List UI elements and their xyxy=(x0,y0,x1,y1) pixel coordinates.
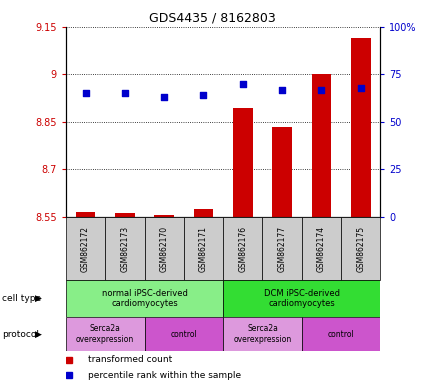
Text: GSM862172: GSM862172 xyxy=(81,226,90,271)
Bar xyxy=(66,317,144,351)
Text: control: control xyxy=(170,329,197,339)
Bar xyxy=(312,74,331,217)
Text: GSM862170: GSM862170 xyxy=(160,225,169,272)
Text: transformed count: transformed count xyxy=(88,356,172,364)
Text: GSM862171: GSM862171 xyxy=(199,226,208,271)
Bar xyxy=(302,217,341,280)
Bar xyxy=(76,212,95,217)
Bar xyxy=(223,280,380,317)
Bar xyxy=(154,215,174,217)
Bar xyxy=(184,217,223,280)
Point xyxy=(82,90,89,96)
Text: GSM862173: GSM862173 xyxy=(120,225,129,272)
Text: percentile rank within the sample: percentile rank within the sample xyxy=(88,371,241,380)
Bar xyxy=(223,217,262,280)
Bar xyxy=(66,280,223,317)
Bar xyxy=(194,209,213,217)
Bar xyxy=(105,217,144,280)
Text: GSM862177: GSM862177 xyxy=(278,225,286,272)
Text: ▶: ▶ xyxy=(35,294,42,303)
Text: normal iPSC-derived
cardiomyocytes: normal iPSC-derived cardiomyocytes xyxy=(102,289,187,308)
Bar xyxy=(272,127,292,217)
Bar xyxy=(302,317,380,351)
Text: GDS4435 / 8162803: GDS4435 / 8162803 xyxy=(149,12,276,25)
Point xyxy=(318,86,325,93)
Bar xyxy=(341,217,380,280)
Point xyxy=(200,92,207,98)
Point xyxy=(122,90,128,96)
Point xyxy=(239,81,246,87)
Bar xyxy=(115,213,135,217)
Bar xyxy=(144,217,184,280)
Text: control: control xyxy=(328,329,354,339)
Text: GSM862174: GSM862174 xyxy=(317,225,326,272)
Bar xyxy=(262,217,302,280)
Text: Serca2a
overexpression: Serca2a overexpression xyxy=(233,324,292,344)
Text: GSM862176: GSM862176 xyxy=(238,225,247,272)
Point xyxy=(161,94,167,100)
Text: GSM862175: GSM862175 xyxy=(356,225,365,272)
Point xyxy=(357,84,364,91)
Text: DCM iPSC-derived
cardiomyocytes: DCM iPSC-derived cardiomyocytes xyxy=(264,289,340,308)
Bar xyxy=(351,38,371,217)
Bar xyxy=(233,108,252,217)
Bar xyxy=(66,217,105,280)
Text: protocol: protocol xyxy=(2,329,39,339)
Point xyxy=(279,86,286,93)
Bar xyxy=(223,317,302,351)
Text: ▶: ▶ xyxy=(35,329,42,339)
Bar xyxy=(144,317,223,351)
Text: cell type: cell type xyxy=(2,294,41,303)
Text: Serca2a
overexpression: Serca2a overexpression xyxy=(76,324,134,344)
